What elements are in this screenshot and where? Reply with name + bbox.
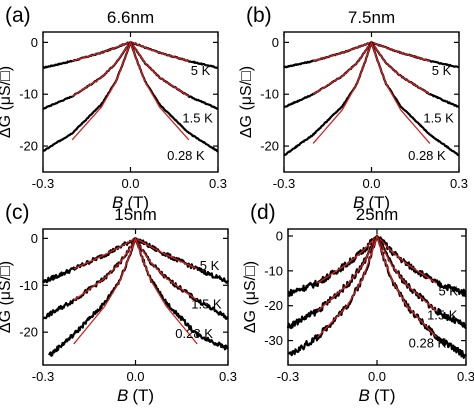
series-label: 5 K [191,63,211,78]
x-tick-label: 0.3 [450,176,468,191]
x-axis-unit: (T) [374,386,396,405]
fit-curve [73,236,198,345]
x-tick-label: 0.0 [362,176,380,191]
y-tick-label: -20 [260,139,279,154]
fit-curve [71,41,190,97]
panel-label: (a) [5,4,31,27]
x-axis-symbol: B [353,193,364,212]
fit-curve [73,237,198,270]
panel-label: (d) [250,201,276,224]
y-axis-label: ΔG (μS/□) [238,66,255,138]
series-label: 1.5 K [427,308,458,323]
x-tick-label: 0.0 [121,176,139,191]
panel-title: 15nm [114,205,157,224]
panel-title: 25nm [356,205,399,224]
fit-curve [312,40,431,144]
fit-curve [71,40,190,141]
series-label: 1.5 K [423,111,454,126]
x-axis-symbol: B [117,386,128,405]
x-axis-label: B (T) [112,193,149,212]
x-tick-label: -0.3 [32,369,54,384]
y-tick-label: -10 [264,263,283,278]
y-tick-label: 0 [272,35,279,50]
series-label: 0.28 K [167,148,205,163]
series-label: 0.28 K [409,336,447,351]
series-label: 1.5 K [182,111,213,126]
x-tick-label: 0.3 [457,369,474,384]
x-axis-unit: (T) [368,193,390,212]
y-tick-label: -10 [19,87,38,102]
x-tick-label: 0.0 [368,369,386,384]
fit-curve [317,235,437,284]
fit-curve [317,233,437,338]
panel-c: (c) 15nm -0.3 0.0 0.3 0 -10 -20 5 K 1.5 K 0.28 K B(… [0,201,237,405]
x-axis-unit: (T) [127,193,149,212]
series-label: 0.28 K [408,148,446,163]
x-tick-label: 0.0 [126,369,144,384]
series-label: 5 K [438,283,458,298]
y-tick-label: -10 [260,87,279,102]
y-tick-label: 0 [276,228,283,243]
x-axis-label: B (T) [117,386,154,405]
y-tick-label: -10 [19,278,38,293]
fit-curve [312,41,431,95]
x-axis-symbol: B [112,193,123,212]
y-axis-label: ΔG (μS/□) [242,261,259,333]
panel-title: 6.6nm [107,8,154,27]
panel-label: (c) [5,201,30,224]
x-tick-label: 0.3 [209,176,227,191]
x-tick-label: -0.3 [277,369,299,384]
x-axis-label: B (T) [358,386,395,405]
y-tick-label: -20 [264,298,283,313]
y-axis-label: ΔG (μS/□) [0,66,14,138]
series-label: 5 K [432,63,452,78]
series-label: 1.5 K [191,297,222,312]
y-axis-label: ΔG (μS/□) [0,261,14,333]
y-tick-label: 0 [31,35,38,50]
x-tick-label: -0.3 [273,176,295,191]
panel-a: (a) 6.6nm -0.3 0.0 0.3 0 -10 -20 5 K 1.5 K 0.28 K B… [0,4,227,212]
panel-label: (b) [246,4,272,27]
fit-curve [73,237,198,301]
panel-d: (d) 25nm -0.3 0.0 0.3 0 -10 -20 -30 5 K 1.5 K 0.28 … [242,201,474,405]
y-tick-label: -20 [19,139,38,154]
x-axis-label: B (T) [353,193,390,212]
series-label: 5 K [200,258,220,273]
series-label: 0.28 K [175,326,213,341]
x-tick-label: 0.3 [219,369,237,384]
data-curve [283,41,460,157]
y-tick-label: -30 [264,333,283,348]
x-tick-label: -0.3 [32,176,54,191]
panel-b: (b) 7.5nm -0.3 0.0 0.3 0 -10 -20 5 K 1.5 K 0.28 K B… [238,4,468,212]
panel-title: 7.5nm [348,8,395,27]
y-tick-label: 0 [31,231,38,246]
x-axis-unit: (T) [132,386,154,405]
x-axis-symbol: B [358,386,369,405]
y-tick-label: -20 [19,325,38,340]
